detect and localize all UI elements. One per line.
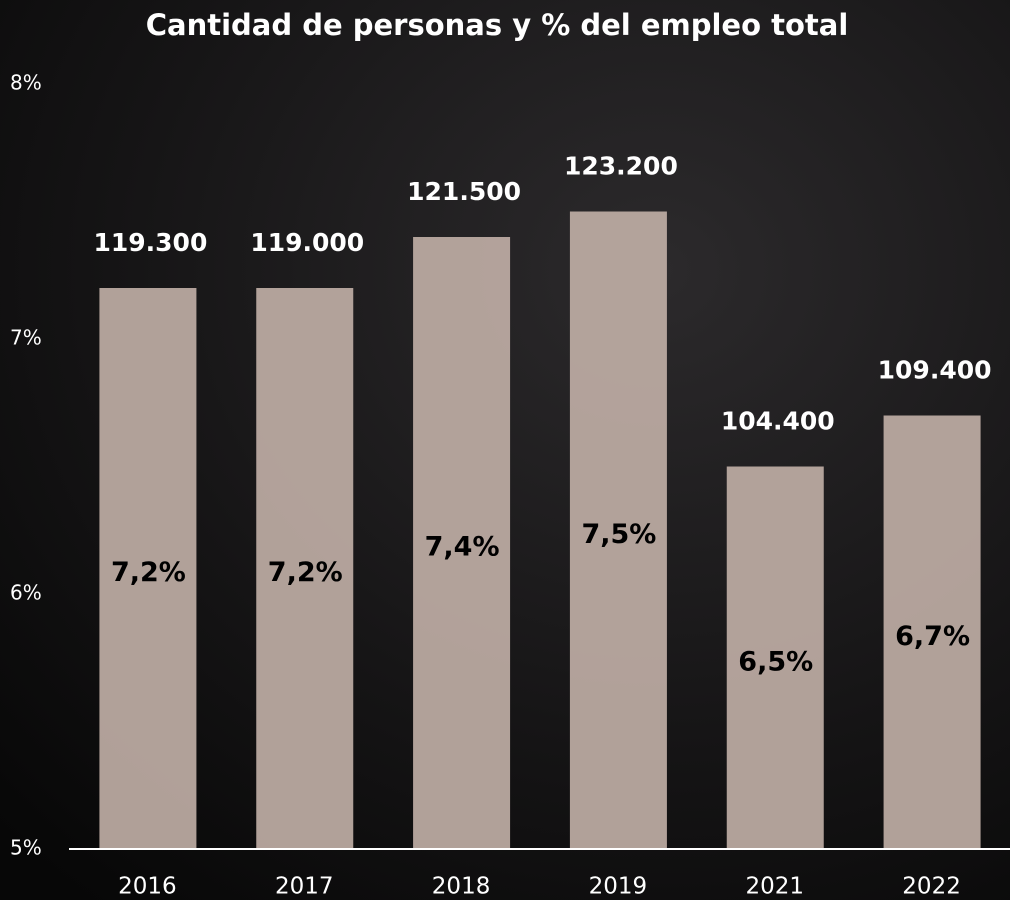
chart-title: Cantidad de personas y % del empleo tota… [146,8,849,42]
x-tick-label: 2017 [275,874,334,900]
x-tick-label: 2019 [589,874,648,900]
persons-label: 104.400 [721,407,835,436]
bar [883,415,981,849]
persons-label: 119.000 [250,228,364,257]
y-tick-label: 6% [10,581,42,605]
value-label: 7,4% [425,532,500,563]
bar [726,466,824,849]
y-tick-label: 7% [10,326,42,350]
x-tick-label: 2016 [118,874,177,900]
x-tick-label: 2018 [432,874,491,900]
value-label: 7,2% [111,557,186,588]
bar [99,288,197,849]
y-tick-label: 5% [10,836,42,860]
x-tick-label: 2022 [902,874,961,900]
value-label: 6,7% [895,621,970,652]
value-label: 7,5% [581,519,656,550]
x-tick-label: 2021 [745,874,804,900]
persons-label: 121.500 [407,177,521,206]
persons-label: 123.200 [564,152,678,181]
bar [413,237,511,849]
bar [569,211,667,849]
y-tick-label: 8% [10,71,42,95]
value-label: 7,2% [268,557,343,588]
persons-label: 119.300 [93,228,207,257]
bar [256,288,354,849]
value-label: 6,5% [738,646,813,677]
persons-label: 109.400 [878,356,992,385]
